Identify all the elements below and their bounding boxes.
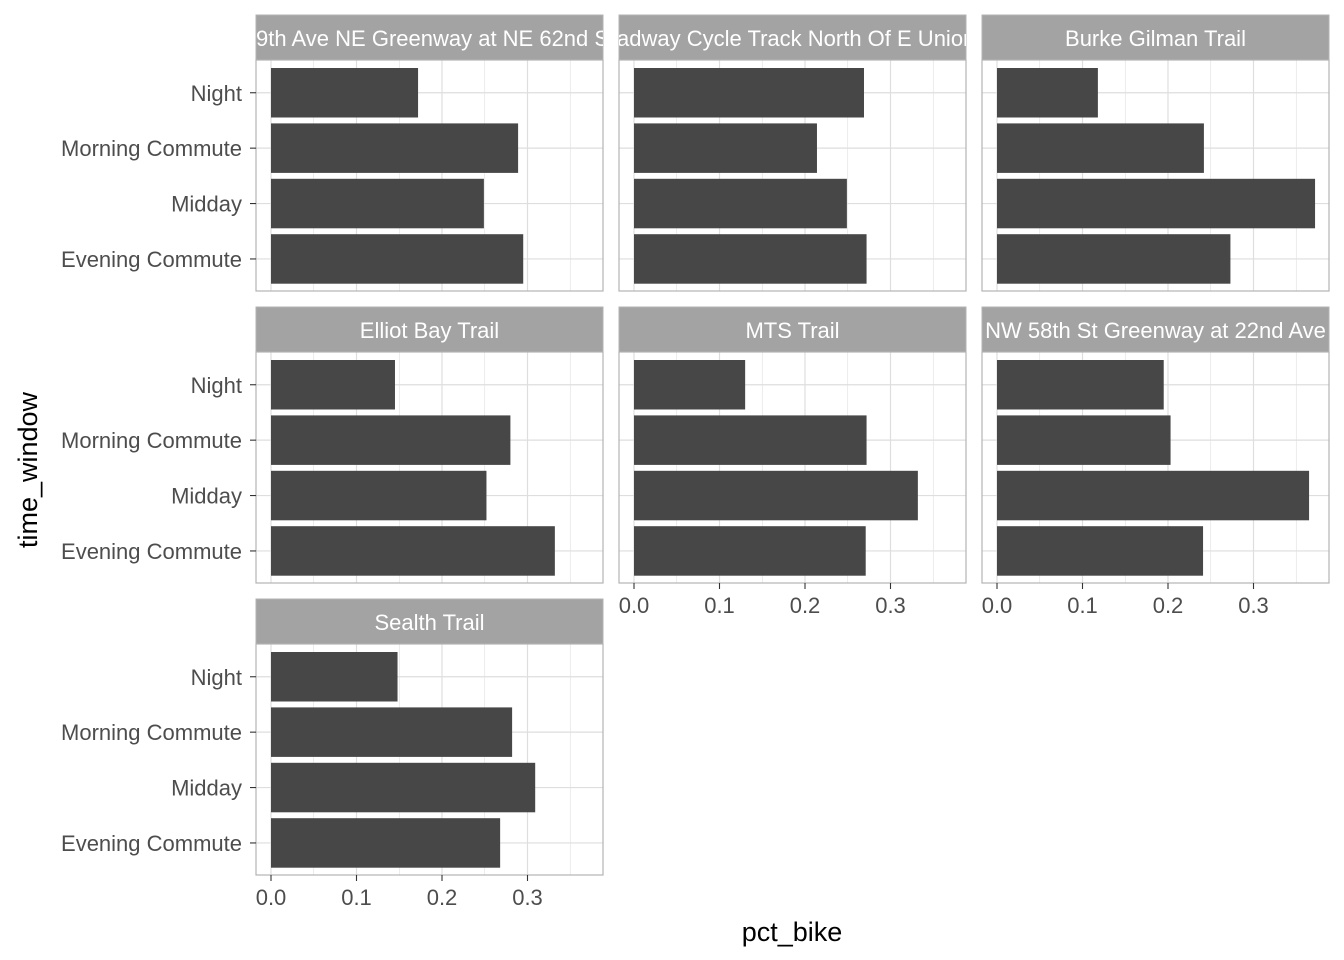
bar-evening-commute — [271, 234, 524, 284]
bar-midday — [997, 470, 1310, 521]
bar-evening-commute — [271, 526, 555, 576]
panel-border — [981, 351, 1330, 584]
facet-panel-broadway-cycle-track-north-of-e-union-st: Broadway Cycle Track North Of E Union St — [583, 14, 1002, 292]
panel-border — [255, 351, 604, 584]
y-tick-label: Night — [191, 81, 242, 106]
facet-strip — [255, 14, 604, 61]
y-tick-label: Midday — [171, 484, 242, 509]
facet-panel-elliot-bay-trail: Elliot Bay Trail Night Morning Commute Midd… — [61, 306, 604, 584]
facet-strip — [255, 598, 604, 645]
x-tick-label: 0.3 — [875, 593, 906, 618]
bar-night — [634, 360, 746, 410]
y-tick-label: Morning Commute — [61, 720, 242, 745]
bar-night — [634, 68, 864, 118]
y-tick-label: Evening Commute — [61, 831, 242, 856]
x-axis-title: pct_bike — [742, 917, 843, 947]
facet-panel-burke-gilman-trail: Burke Gilman Trail — [981, 14, 1330, 292]
x-tick-label: 0.1 — [704, 593, 735, 618]
bar-morning-commute — [271, 123, 519, 173]
panel-border — [618, 59, 967, 292]
bar-midday — [271, 470, 487, 521]
bar-evening-commute — [634, 526, 866, 576]
bar-morning-commute — [997, 123, 1204, 173]
facet-panel-mts-trail: MTS Trail 0.0 0.1 0.2 0.3 — [618, 306, 967, 618]
x-tick-label: 0.0 — [619, 593, 650, 618]
panel-border — [255, 59, 604, 292]
facet-title: MTS Trail — [745, 318, 839, 343]
facet-title: 39th Ave NE Greenway at NE 62nd St — [244, 26, 615, 51]
bar-evening-commute — [997, 234, 1231, 284]
facet-title: Burke Gilman Trail — [1065, 26, 1246, 51]
bar-morning-commute — [271, 415, 511, 465]
bar-evening-commute — [271, 818, 501, 868]
x-tick-label: 0.1 — [1067, 593, 1098, 618]
y-tick-label: Evening Commute — [61, 539, 242, 564]
x-tick-label: 0.3 — [1238, 593, 1269, 618]
y-axis-title: time_window — [13, 391, 43, 548]
facet-title: Broadway Cycle Track North Of E Union St — [583, 26, 1002, 51]
bar-night — [271, 652, 398, 702]
bar-morning-commute — [271, 707, 513, 757]
bar-night — [271, 68, 419, 118]
bar-midday — [634, 178, 847, 229]
y-tick-label: Midday — [171, 776, 242, 801]
bar-midday — [271, 762, 536, 813]
facet-strip — [981, 14, 1330, 61]
y-tick-label: Morning Commute — [61, 136, 242, 161]
bar-morning-commute — [634, 123, 817, 173]
bar-morning-commute — [634, 415, 867, 465]
panel-border — [618, 351, 967, 584]
bar-evening-commute — [634, 234, 867, 284]
y-tick-label: Evening Commute — [61, 247, 242, 272]
facet-panels: 39th Ave NE Greenway at NE 62nd St Night M… — [61, 14, 1330, 910]
bar-night — [997, 68, 1098, 118]
panel-border — [981, 59, 1330, 292]
x-tick-label: 0.2 — [1153, 593, 1184, 618]
bar-midday — [634, 470, 918, 521]
y-tick-label: Morning Commute — [61, 428, 242, 453]
y-tick-label: Night — [191, 373, 242, 398]
facet-panel-39th-ave-ne-greenway-at-ne-62nd-st: 39th Ave NE Greenway at NE 62nd St Night M… — [61, 14, 615, 292]
panel-border — [255, 643, 604, 876]
facet-panel-sealth-trail: Sealth Trail Night Morning Commute Midday Ev… — [61, 598, 604, 910]
facet-title: Sealth Trail — [374, 610, 484, 635]
y-tick-label: Midday — [171, 192, 242, 217]
x-tick-label: 0.0 — [256, 885, 287, 910]
bar-morning-commute — [997, 415, 1171, 465]
y-tick-label: Night — [191, 665, 242, 690]
bar-midday — [997, 178, 1316, 229]
x-tick-label: 0.0 — [982, 593, 1013, 618]
bar-midday — [271, 178, 484, 229]
bar-evening-commute — [997, 526, 1204, 576]
bar-night — [997, 360, 1164, 410]
x-tick-label: 0.1 — [341, 885, 372, 910]
x-tick-label: 0.3 — [512, 885, 543, 910]
facet-panel-nw-58th-st-greenway-at-22nd-ave: NW 58th St Greenway at 22nd Ave 0.0 0.1 0.2… — [981, 306, 1330, 618]
facet-title: Elliot Bay Trail — [360, 318, 499, 343]
x-tick-label: 0.2 — [427, 885, 458, 910]
facet-title: NW 58th St Greenway at 22nd Ave — [985, 318, 1326, 343]
x-tick-label: 0.2 — [790, 593, 821, 618]
bar-night — [271, 360, 395, 410]
